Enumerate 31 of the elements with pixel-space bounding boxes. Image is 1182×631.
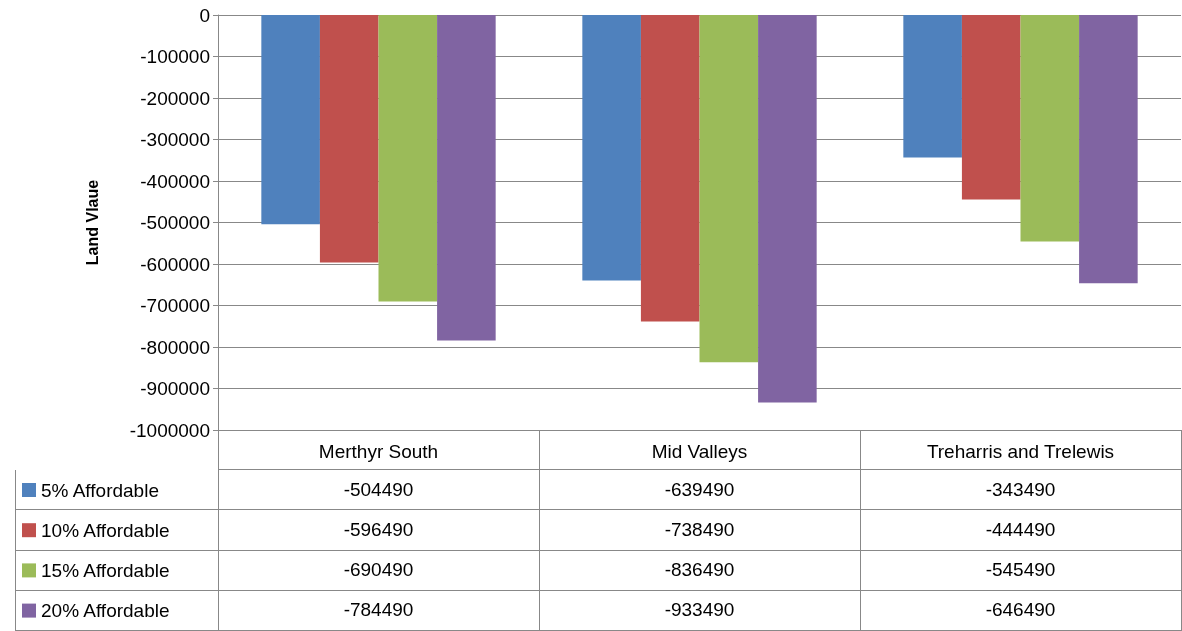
legend-label: 15% Affordable [41, 559, 170, 581]
legend-label: 5% Affordable [41, 479, 159, 501]
data-label: -639490 [539, 470, 861, 511]
y-tick-label: -400000 [140, 170, 210, 192]
data-label: -646490 [860, 590, 1182, 631]
data-label: -690490 [218, 550, 540, 591]
legend-label: 20% Affordable [41, 600, 170, 622]
legend-label: 10% Affordable [41, 519, 170, 541]
y-tick-label: -100000 [140, 46, 210, 67]
x-tick-label: Mid Valleys [651, 441, 748, 462]
y-tick-label: 0 [199, 4, 210, 26]
y-tick-label: -800000 [140, 336, 210, 358]
x-tick-label: Merthyr South [318, 441, 439, 462]
y-tick-label: -200000 [140, 87, 210, 109]
y-tick-label: -1000000 [129, 419, 210, 441]
y-tick-label: -700000 [140, 295, 210, 316]
data-label: -784490 [218, 590, 540, 631]
data-label: -504490 [218, 470, 540, 511]
data-label: -545490 [860, 550, 1182, 591]
data-label: -738490 [539, 510, 861, 551]
data-label: -343490 [860, 470, 1182, 511]
data-label: -444490 [860, 510, 1182, 551]
data-label: -933490 [539, 590, 861, 631]
y-tick-label: -900000 [140, 378, 210, 399]
y-axis-title: Land Vlaue [83, 179, 101, 266]
data-label: -836490 [539, 550, 861, 591]
y-tick-label: -600000 [140, 253, 210, 275]
data-label: -596490 [218, 510, 540, 551]
x-tick-label: Treharris and Trelewis [926, 441, 1115, 462]
y-tick-label: -300000 [140, 129, 210, 150]
y-tick-label: -500000 [140, 212, 210, 233]
